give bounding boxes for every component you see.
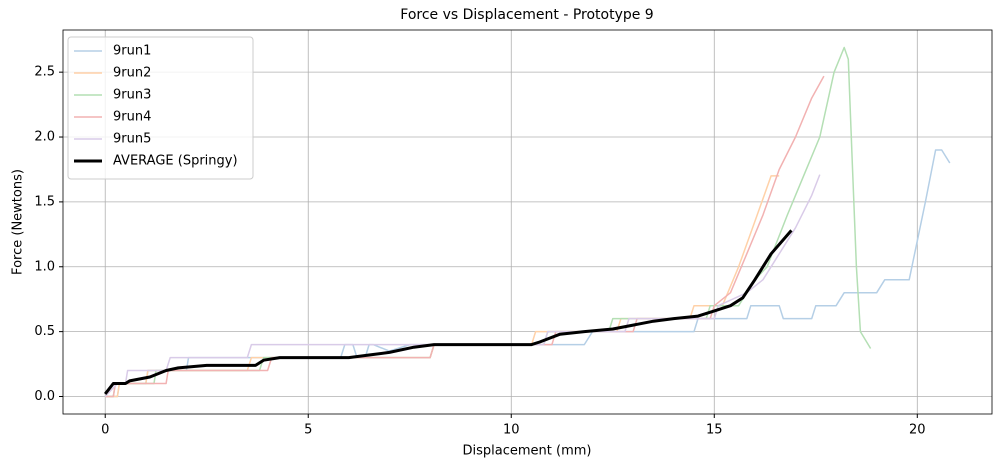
y-tick-label: 0.0 xyxy=(34,389,55,404)
legend-label: 9run5 xyxy=(113,132,151,147)
x-tick-label: 20 xyxy=(909,423,926,438)
legend-label: AVERAGE (Springy) xyxy=(113,154,238,169)
series-line xyxy=(105,149,951,398)
plot-frame xyxy=(62,29,993,415)
legend-label: 9run2 xyxy=(113,66,151,81)
y-tick-label: 2.5 xyxy=(34,65,55,80)
y-tick-label: 1.5 xyxy=(34,194,55,209)
series-line xyxy=(104,174,821,398)
x-tick-label: 10 xyxy=(503,423,520,438)
series-line xyxy=(105,175,780,398)
chart-title: Force vs Displacement - Prototype 9 xyxy=(400,7,653,23)
legend-label: 9run1 xyxy=(113,44,151,59)
legend-box xyxy=(67,36,254,180)
x-tick-label: 5 xyxy=(304,423,312,438)
x-tick-label: 0 xyxy=(101,423,109,438)
y-tick-label: 2.0 xyxy=(34,130,55,145)
legend-label: 9run3 xyxy=(113,88,151,103)
x-axis-label: Displacement (mm) xyxy=(463,444,592,459)
y-tick-label: 0.5 xyxy=(34,324,55,339)
series-line xyxy=(104,229,793,395)
x-tick-label: 15 xyxy=(706,423,723,438)
y-tick-label: 1.0 xyxy=(34,259,55,274)
legend-label: 9run4 xyxy=(113,110,151,125)
y-axis-label: Force (Newtons) xyxy=(11,169,26,275)
